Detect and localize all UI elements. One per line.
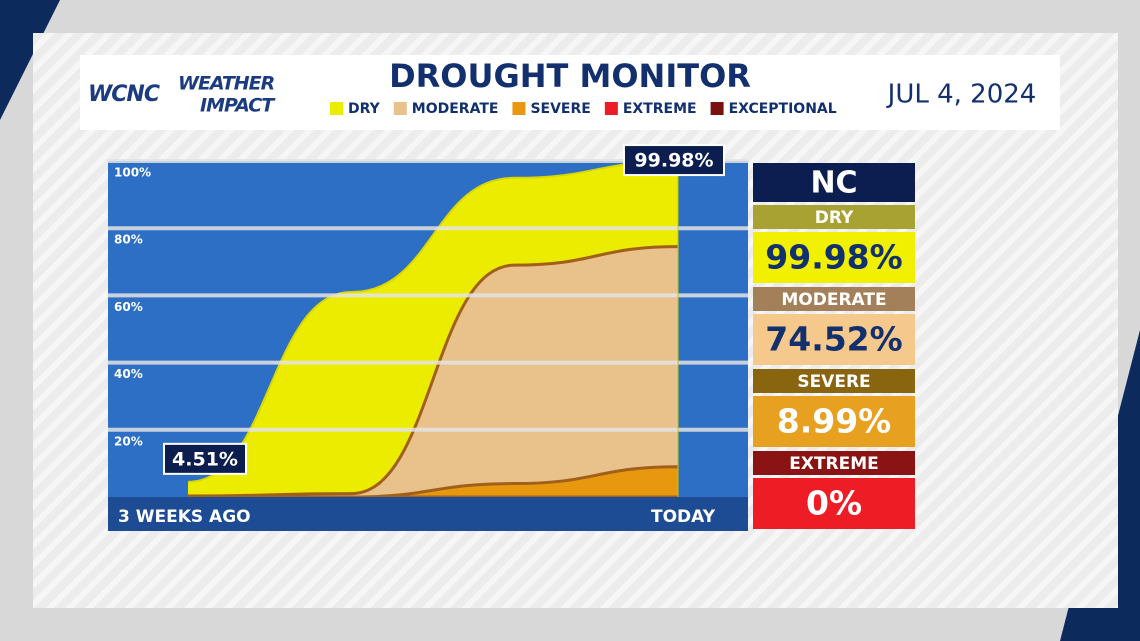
panel-label-box <box>753 205 915 229</box>
area-fill <box>188 466 678 497</box>
value-label: 99.98% <box>623 144 725 177</box>
brand-bottom: IMPACT <box>200 95 276 117</box>
value-label-box <box>163 442 247 475</box>
panel-label-box <box>753 369 915 393</box>
legend-label: MODERATE <box>412 101 499 117</box>
panel-label-box <box>753 451 915 475</box>
panel-title-box <box>753 163 915 202</box>
x-axis: 3 WEEKS AGO TODAY <box>118 507 716 527</box>
panel-value: 0% <box>806 484 862 523</box>
area-line <box>187 245 679 498</box>
panel-value: 8.99% <box>777 402 892 441</box>
y-tick-label: 20% <box>114 434 143 448</box>
area-fill <box>188 246 678 497</box>
panel-value-box <box>753 478 915 529</box>
y-tick-label: 100% <box>114 166 151 180</box>
state-panel: NC DRY 99.98% MODERATE 74.52% SEVERE 8.99% EXTR… <box>753 163 915 529</box>
x-tick-label: TODAY <box>651 507 716 527</box>
panel-label: SEVERE <box>797 372 870 392</box>
panel-value-box <box>753 232 915 283</box>
panel-label: EXTREME <box>789 454 879 474</box>
panel-title: NC <box>810 166 857 201</box>
legend-label: EXTREME <box>623 101 697 117</box>
panel-value: 74.52% <box>765 320 902 359</box>
area-line <box>187 160 679 483</box>
panel-label: DRY <box>815 208 854 228</box>
brand-top: WEATHER <box>178 73 275 95</box>
legend-label: SEVERE <box>530 101 590 117</box>
panel-value-box <box>753 396 915 447</box>
plot: 20% 40% 60% 80% 100% 4.51% 99.98% <box>108 144 748 499</box>
x-axis-band <box>108 497 748 531</box>
value-label: 4.51% <box>163 442 247 475</box>
legend-label: EXCEPTIONAL <box>729 101 837 117</box>
legend-swatch <box>604 102 618 115</box>
panel-value-box <box>753 314 915 365</box>
legend-swatch <box>393 102 407 115</box>
title: DROUGHT MONITOR <box>389 57 751 95</box>
legend-swatch <box>330 102 343 115</box>
corner-shape <box>0 0 60 120</box>
logo: WCNC <box>88 82 160 107</box>
legend-swatch <box>512 102 526 115</box>
value-label-text: 4.51% <box>172 448 238 470</box>
panel-label: MODERATE <box>781 290 886 310</box>
legend-swatch <box>710 102 724 115</box>
header-bar <box>80 55 1060 130</box>
y-tick-label: 60% <box>114 300 143 314</box>
value-label-box <box>623 144 725 177</box>
legend: DRY MODERATE SEVERE EXTREME EXCEPTIONAL <box>330 101 837 117</box>
x-tick-label: 3 WEEKS AGO <box>118 507 251 527</box>
date: JUL 4, 2024 <box>886 80 1037 110</box>
value-label-text: 99.98% <box>634 150 713 172</box>
legend-label: DRY <box>348 101 381 117</box>
y-tick-label: 40% <box>114 367 143 381</box>
y-tick-label: 80% <box>114 233 143 247</box>
panel-label-box <box>753 287 915 311</box>
panel-value: 99.98% <box>765 238 902 277</box>
